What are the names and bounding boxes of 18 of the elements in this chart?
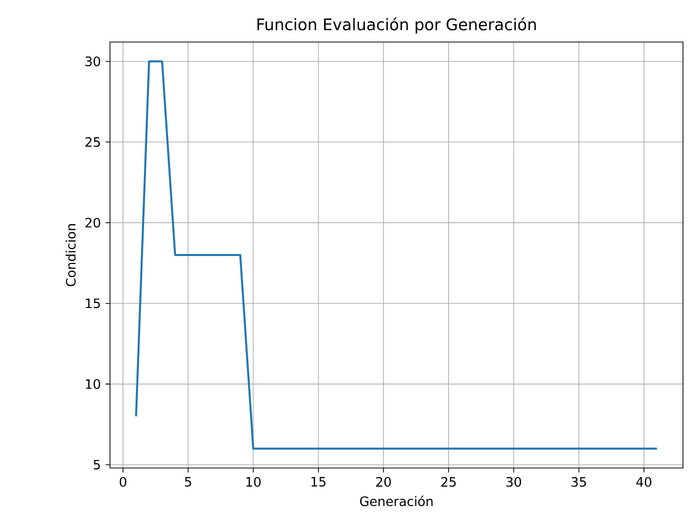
x-tick-label: 5 (185, 477, 192, 487)
y-tick-label: 10 (86, 379, 100, 389)
x-axis-title: Generación (360, 496, 433, 506)
x-tick-label: 40 (636, 477, 652, 487)
y-tick-label: 25 (85, 137, 100, 147)
x-tick-label: 20 (376, 477, 391, 487)
x-tick-label: 10 (246, 477, 261, 487)
y-tick-label: 5 (94, 460, 100, 470)
x-tick-label: 25 (441, 477, 456, 487)
chart-title: Funcion Evaluación por Generación (257, 17, 536, 34)
y-tick-label: 20 (85, 218, 100, 228)
x-tick-label: 30 (506, 477, 522, 487)
x-tick-label: 35 (572, 477, 586, 487)
y-tick-label: 30 (85, 56, 100, 66)
y-tick-label: 15 (86, 298, 100, 308)
x-tick-label: 15 (312, 477, 326, 487)
x-tick-label: 0 (120, 477, 126, 487)
y-axis-title: Condicion (66, 224, 76, 286)
